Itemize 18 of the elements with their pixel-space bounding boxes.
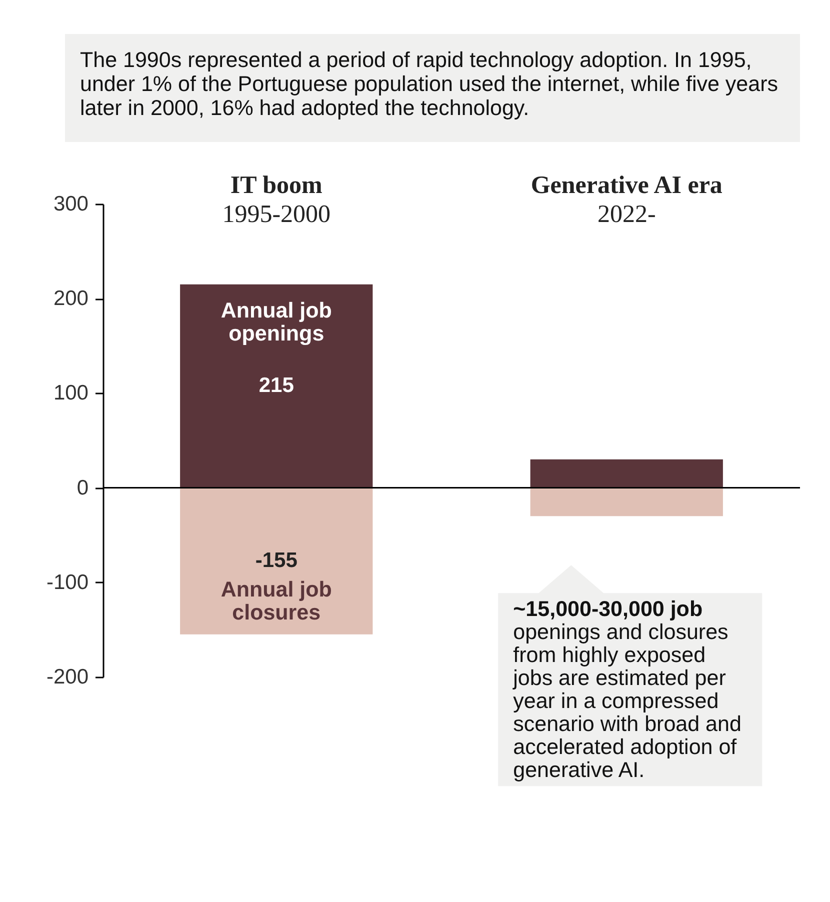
bar [530,459,723,488]
data-label: -155 [255,549,298,572]
y-tick-label: 300 [53,192,88,216]
bar [180,284,373,488]
data-label: 215 [258,374,294,398]
annotation: ~15,000-30,000 job openings and closures from highly exposed jobs are estimated per year in a compressed scenario with broad and accelerated adoption of generative AI. [512,597,742,782]
chart-title: The 1990s represented a period of rapid technology adoption. In 1995, under 1% of the Portuguese population used the internet, while five years later in 2000, 16% had adopted the technology. [80,48,778,120]
series-label: Annual job openings [220,298,332,346]
y-tick-label: 200 [53,287,88,310]
y-tick-label: -100 [46,570,88,594]
bar [530,488,723,516]
category-label: IT boom 1995-2000 [222,172,331,228]
category-label: Generative AI era 2022- [530,172,722,228]
y-tick-label: 100 [53,382,88,405]
bar [180,488,373,634]
y-tick-label: -200 [46,666,88,688]
series-label: Annual job closures [220,577,332,624]
y-tick-label: 0 [76,476,88,500]
